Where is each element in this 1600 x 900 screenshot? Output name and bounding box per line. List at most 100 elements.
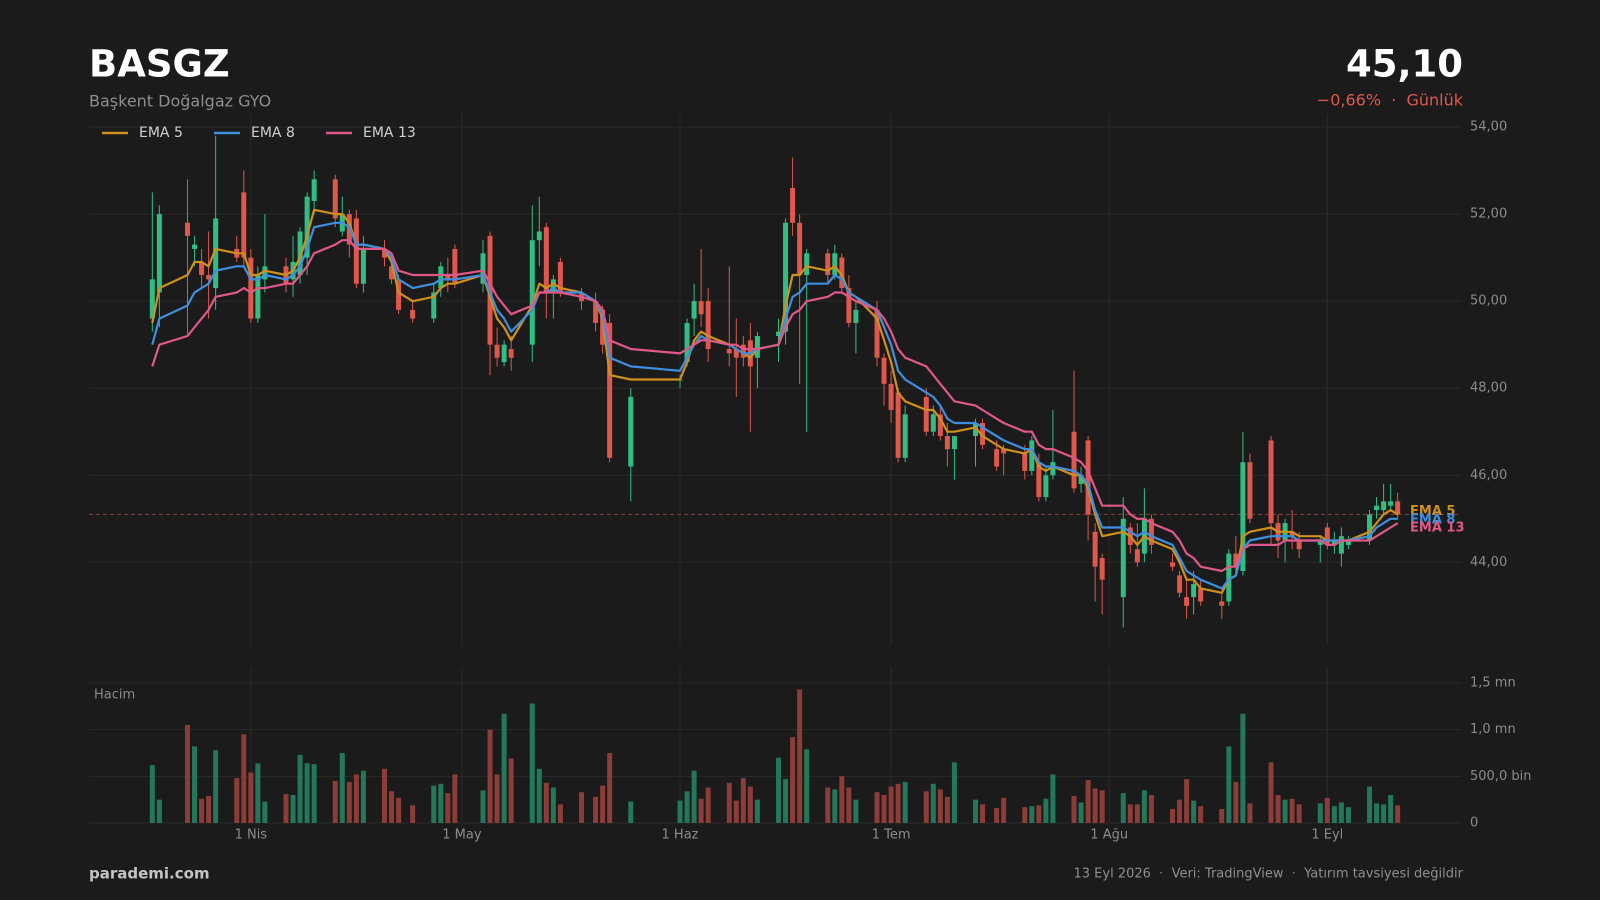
volume-bar bbox=[783, 779, 789, 823]
candle-body bbox=[951, 436, 957, 450]
volume-bar bbox=[487, 729, 493, 823]
volume-tick-label: 0 bbox=[1470, 816, 1478, 831]
volume-bar bbox=[980, 804, 986, 823]
volume-bar bbox=[149, 765, 155, 823]
candle-body bbox=[1092, 531, 1098, 567]
volume-bar bbox=[192, 746, 198, 823]
volume-bar bbox=[1050, 774, 1056, 823]
volume-bar bbox=[733, 800, 739, 823]
volume-bar bbox=[290, 794, 296, 823]
candle-body bbox=[1247, 462, 1253, 519]
volume-bar bbox=[1170, 808, 1176, 823]
candle-body bbox=[1233, 553, 1239, 567]
candle-body bbox=[839, 257, 845, 289]
volume-bar bbox=[1345, 807, 1351, 823]
volume-bar bbox=[853, 799, 859, 823]
volume-bar bbox=[1338, 802, 1344, 823]
last-price: 45,10 bbox=[1346, 43, 1463, 86]
volume-bar bbox=[726, 782, 732, 823]
candle-body bbox=[1036, 462, 1042, 498]
y-tick-label: 54,00 bbox=[1470, 120, 1507, 135]
candle-body bbox=[853, 309, 859, 323]
volume-bar bbox=[1395, 805, 1401, 823]
candle-body bbox=[206, 275, 212, 280]
volume-bar bbox=[607, 752, 613, 823]
candle-body bbox=[705, 301, 711, 350]
legend-label: EMA 5 bbox=[139, 125, 183, 141]
volume-bar bbox=[1268, 762, 1274, 823]
candle-body bbox=[593, 301, 599, 323]
volume-bar bbox=[874, 792, 880, 823]
candle-body bbox=[445, 275, 451, 280]
candle-body bbox=[846, 288, 852, 323]
volume-bar bbox=[1184, 779, 1190, 823]
volume-bar bbox=[677, 800, 683, 823]
volume-bar bbox=[691, 770, 697, 823]
candle-body bbox=[311, 179, 317, 202]
candle-body bbox=[874, 309, 880, 358]
candle-body bbox=[881, 357, 887, 384]
candle-body bbox=[1268, 440, 1274, 524]
volume-bar bbox=[1177, 799, 1183, 823]
candle-body bbox=[1296, 540, 1302, 550]
volume-bar bbox=[1001, 797, 1007, 823]
candle-body bbox=[1317, 540, 1323, 545]
volume-bar bbox=[994, 808, 1000, 823]
candle-body bbox=[754, 335, 760, 358]
candle-body bbox=[1120, 518, 1126, 598]
volume-bar bbox=[156, 799, 162, 823]
x-tick-label: 1 Eyl bbox=[1311, 828, 1343, 843]
candle-body bbox=[1184, 597, 1190, 606]
candle-body bbox=[790, 187, 796, 223]
candle-body bbox=[628, 396, 634, 467]
candle-body bbox=[410, 309, 416, 319]
volume-bar bbox=[1085, 780, 1091, 823]
volume-bar bbox=[431, 785, 437, 823]
volume-bar bbox=[944, 796, 950, 823]
y-tick-label: 48,00 bbox=[1470, 381, 1507, 396]
volume-bar bbox=[951, 762, 957, 823]
volume-bar bbox=[825, 787, 831, 823]
volume-bar bbox=[297, 754, 303, 823]
candle-body bbox=[494, 344, 500, 358]
candle-body bbox=[1240, 462, 1246, 572]
candle-body bbox=[241, 192, 247, 258]
volume-bar bbox=[1029, 806, 1035, 823]
candle-body bbox=[1219, 601, 1225, 606]
candle-body bbox=[1367, 514, 1373, 541]
volume-bar bbox=[1324, 797, 1330, 823]
volume-bar bbox=[776, 757, 782, 823]
candle-body bbox=[529, 240, 535, 345]
volume-bar bbox=[797, 689, 803, 823]
volume-bar bbox=[1367, 786, 1373, 823]
candle-body bbox=[389, 266, 395, 280]
candle-body bbox=[825, 253, 831, 276]
volume-tick-label: 1,5 mn bbox=[1470, 675, 1516, 690]
volume-bar bbox=[1219, 808, 1225, 823]
volume-bar bbox=[593, 796, 599, 823]
candle-body bbox=[332, 179, 338, 219]
volume-bar bbox=[1141, 790, 1147, 823]
candle-body bbox=[1022, 453, 1028, 471]
ema-line bbox=[151, 239, 1399, 573]
volume-bar bbox=[888, 786, 894, 823]
candle-body bbox=[557, 261, 563, 293]
candle-body bbox=[776, 331, 782, 336]
footer-note: 13 Eyl 2026 · Veri: TradingView · Yatırı… bbox=[1074, 867, 1464, 882]
candle-body bbox=[185, 222, 191, 236]
volume-bar bbox=[790, 737, 796, 823]
candle-body bbox=[452, 248, 458, 284]
candle-body bbox=[353, 218, 359, 284]
candle-body bbox=[543, 227, 549, 293]
volume-bar bbox=[846, 787, 852, 823]
candle-body bbox=[832, 253, 838, 276]
candle-body bbox=[937, 414, 943, 437]
volume-bar bbox=[740, 778, 746, 823]
volume-bar bbox=[1317, 803, 1323, 823]
candle-body bbox=[1071, 431, 1077, 489]
volume-bar bbox=[550, 787, 556, 823]
volume-bar bbox=[1036, 805, 1042, 823]
volume-bar bbox=[529, 703, 535, 823]
volume-bar bbox=[206, 795, 212, 823]
